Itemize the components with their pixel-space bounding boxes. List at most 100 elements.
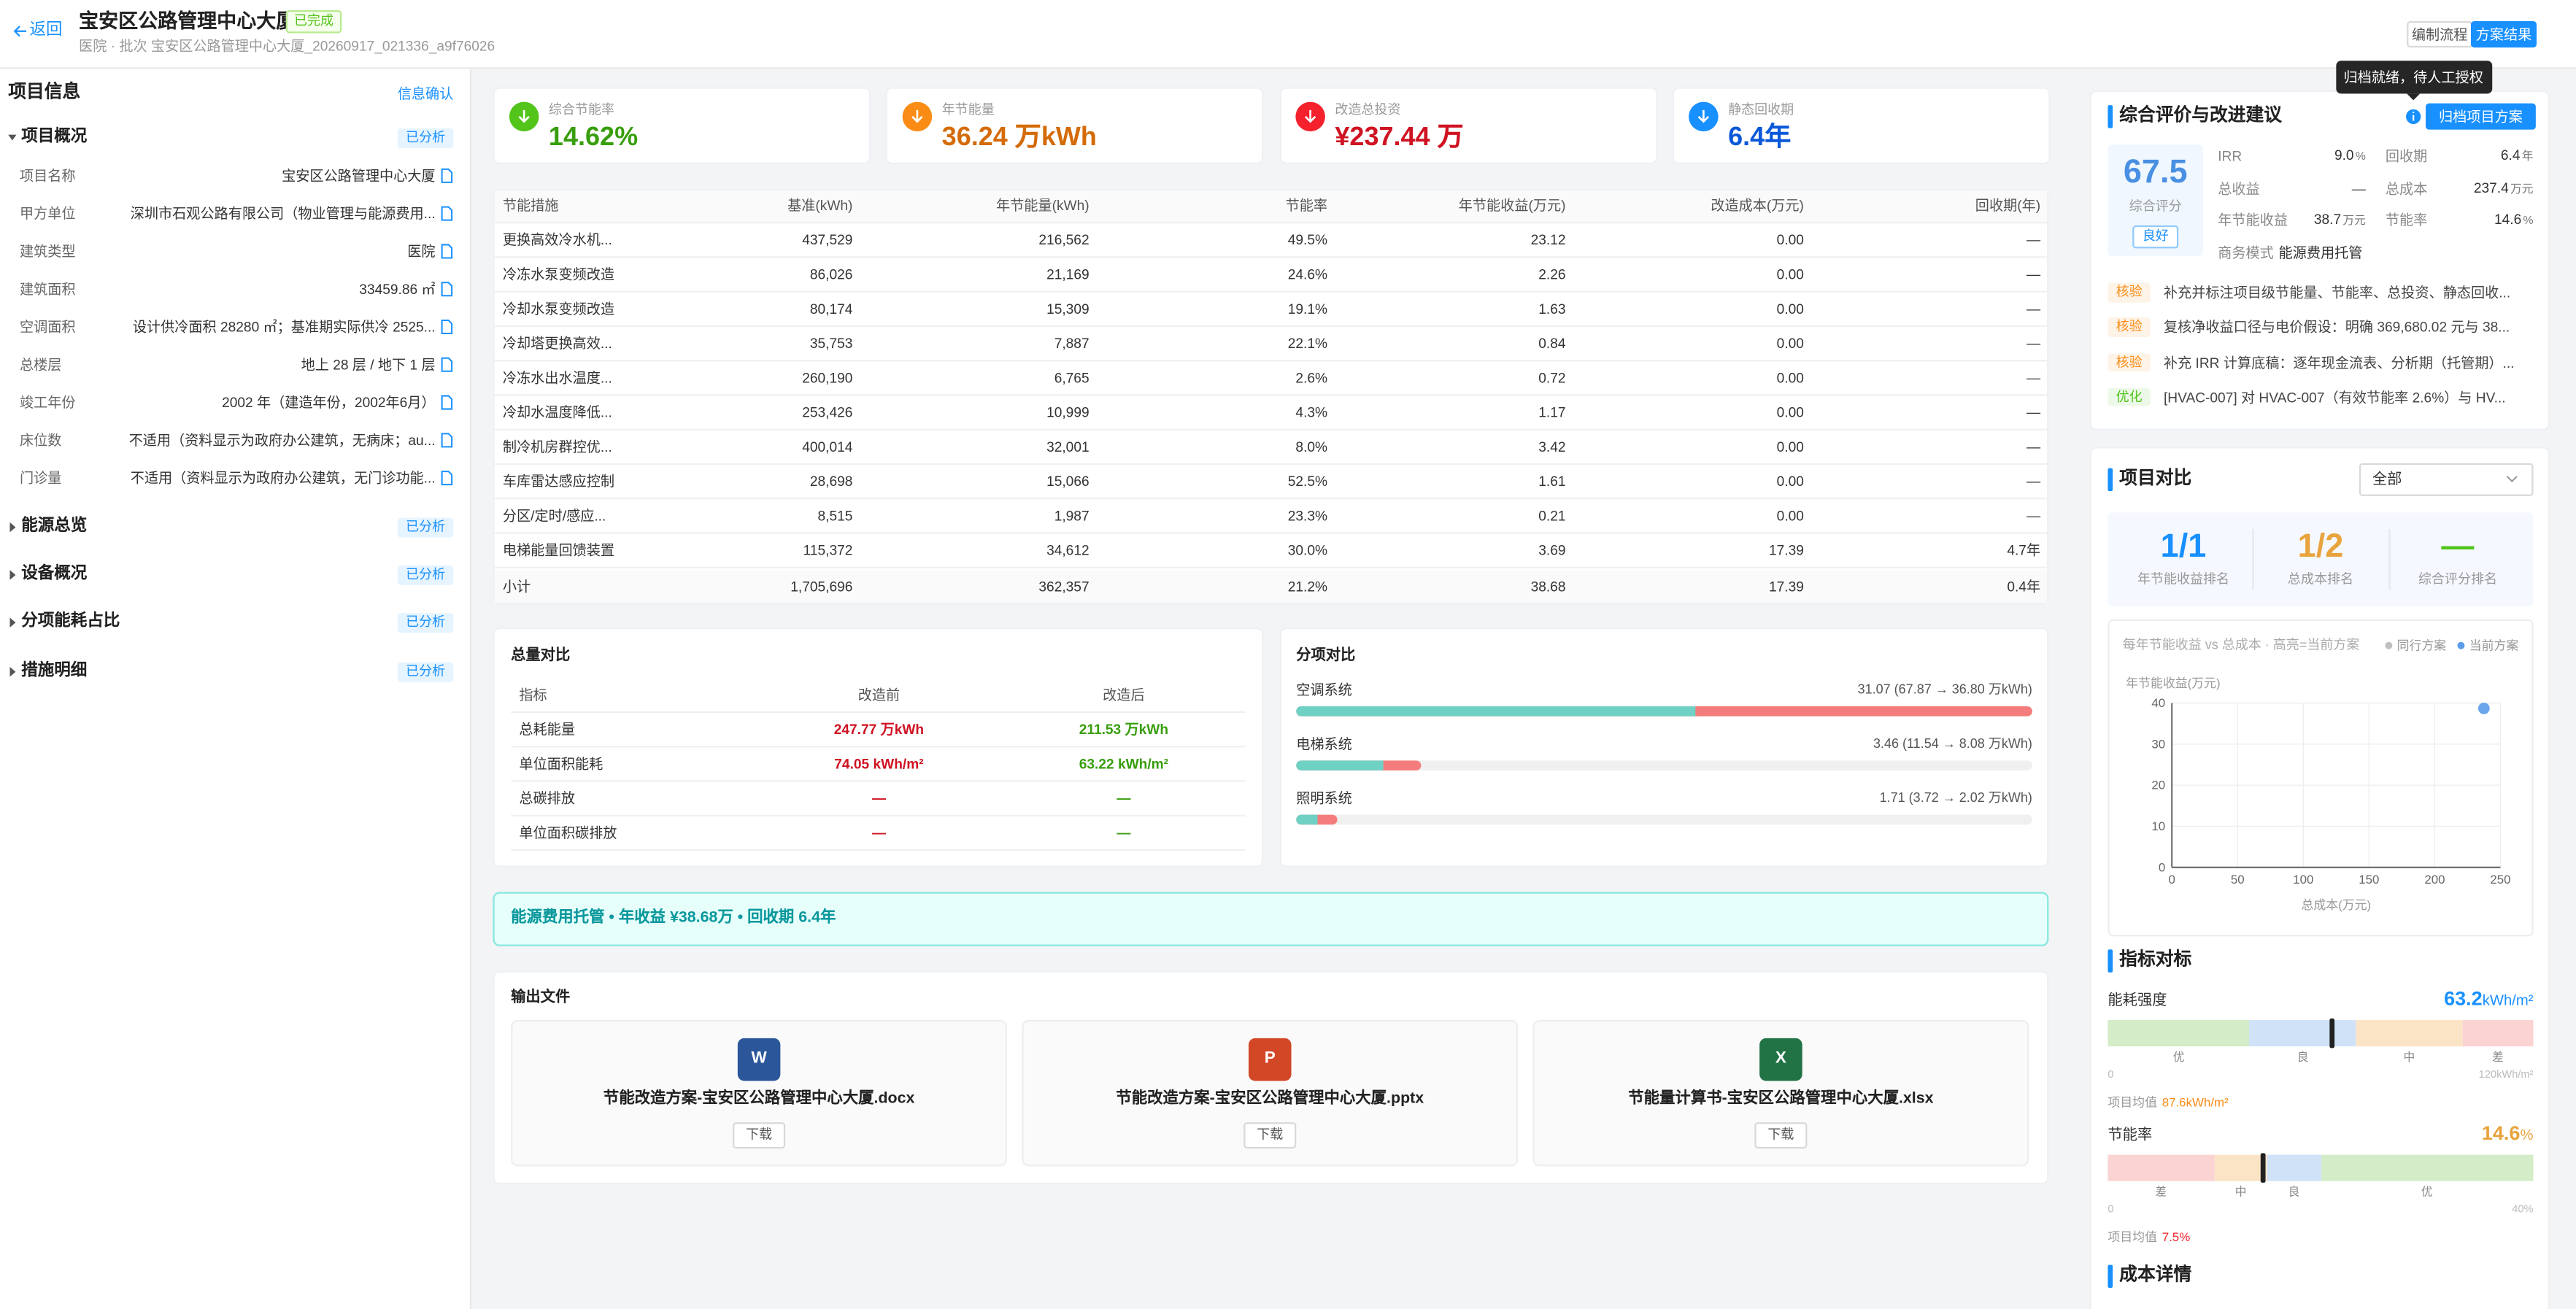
kpi-label: 综合节能率 bbox=[548, 102, 614, 117]
field-value: 医院 bbox=[407, 242, 436, 260]
field-value: 不适用（资料显示为政府办公建筑，无病床；au... bbox=[128, 431, 436, 449]
table-cell: 115,372 bbox=[803, 541, 853, 559]
field-label: 建筑面积 bbox=[20, 280, 76, 298]
metric-value: 237.4 万元 bbox=[2474, 179, 2534, 198]
y-axis-label: 年节能收益(万元) bbox=[2126, 676, 2221, 691]
archive-button[interactable]: 归档项目方案 bbox=[2426, 103, 2536, 131]
metric-label: IRR bbox=[2218, 147, 2243, 164]
file-name: 节能量计算书-宝安区公路管理中心大厦.xlsx bbox=[1628, 1089, 1934, 1108]
table-header: 节能率 bbox=[1285, 196, 1328, 214]
table-cell: 15,309 bbox=[1046, 300, 1090, 317]
table-cell: — bbox=[871, 824, 887, 841]
table-cell: 253,426 bbox=[802, 403, 853, 421]
table-cell: 52.5% bbox=[1287, 473, 1328, 490]
table-cell: 362,357 bbox=[1038, 578, 1090, 595]
rank-label: 综合评分排名 bbox=[2418, 571, 2497, 587]
section-name[interactable]: 项目概况 bbox=[21, 128, 88, 147]
table-cell: 1.61 bbox=[1538, 473, 1566, 490]
item-name: 空调系统 bbox=[1296, 681, 1352, 698]
chart-title: 每年节能收益 vs 总成本 · 高亮=当前方案 bbox=[2122, 637, 2360, 653]
kpi-card bbox=[886, 87, 1264, 165]
row-line bbox=[494, 463, 2048, 466]
table-cell: 28,698 bbox=[809, 473, 853, 490]
metric-label: 节能率 bbox=[2385, 212, 2428, 228]
metric-value: 能源费用托管 bbox=[2278, 244, 2363, 261]
table-cell: 17.39 bbox=[1769, 541, 1804, 559]
table-cell: 0.00 bbox=[1776, 403, 1804, 421]
section-name[interactable]: 措施明细 bbox=[21, 662, 88, 681]
table-cell: 35,753 bbox=[809, 335, 853, 352]
range-max: 120kWh/m² bbox=[2478, 1069, 2534, 1081]
card-title: 成本详情 bbox=[2119, 1265, 2192, 1286]
left-panel bbox=[0, 69, 472, 1309]
bench-band bbox=[2108, 1020, 2250, 1047]
back-link[interactable]: 返回 bbox=[29, 21, 63, 40]
section-name[interactable]: 能源总览 bbox=[21, 517, 88, 536]
table-cell: — bbox=[2026, 266, 2041, 283]
metric-value: 38.7 万元 bbox=[2314, 211, 2366, 230]
card-title: 分项对比 bbox=[1296, 646, 1356, 663]
download-button[interactable]: 下载 bbox=[733, 1122, 786, 1148]
confirm-link[interactable]: 信息确认 bbox=[397, 85, 454, 102]
row-line bbox=[511, 711, 1246, 714]
rank-label: 年节能收益排名 bbox=[2137, 571, 2230, 587]
section-name[interactable]: 设备概况 bbox=[21, 565, 88, 584]
select-value: 全部 bbox=[2372, 471, 2402, 487]
table-header: 回收期(年) bbox=[1975, 196, 2041, 214]
item-label: 31.07 (67.87 → 36.80 万kWh) bbox=[1857, 681, 2032, 698]
table-cell: 冷冻水泵变频改造 bbox=[502, 266, 615, 283]
metric-number: 38.7 bbox=[2313, 210, 2342, 228]
tab[interactable]: 方案结果 bbox=[2470, 21, 2537, 48]
table-cell: 1,987 bbox=[1054, 507, 1090, 524]
field-label: 门诊量 bbox=[20, 469, 62, 487]
row-line bbox=[511, 814, 1246, 816]
row-line bbox=[494, 256, 2048, 258]
grade-tag: 良好 bbox=[2132, 225, 2179, 248]
metric-value: — bbox=[2352, 179, 2366, 196]
table-header: 基准(kWh) bbox=[787, 196, 853, 214]
field-value: 2002 年（建造年份，2002年6月） bbox=[222, 394, 436, 411]
bar-after bbox=[1296, 706, 1696, 717]
row-line bbox=[494, 498, 2048, 500]
status-tag: 已完成 bbox=[285, 9, 342, 33]
table-cell: 49.5% bbox=[1287, 231, 1328, 248]
table-cell: 总碳排放 bbox=[519, 789, 575, 807]
download-button[interactable]: 下载 bbox=[1243, 1122, 1297, 1148]
rank-value: — bbox=[2441, 528, 2475, 565]
download-button[interactable]: 下载 bbox=[1754, 1122, 1808, 1148]
bench-band bbox=[2108, 1154, 2215, 1181]
row-line bbox=[494, 360, 2048, 362]
table-cell: 22.1% bbox=[1287, 335, 1328, 352]
field-value: 地上 28 层 / 地下 1 层 bbox=[301, 356, 436, 373]
item-name: 电梯系统 bbox=[1296, 735, 1352, 752]
range-max: 40% bbox=[2512, 1204, 2534, 1216]
kpi-card bbox=[1279, 87, 1657, 165]
page-subtitle: 医院 · 批次 宝安区公路管理中心大厦_20260917_021336_a9f7… bbox=[79, 37, 495, 55]
table-cell: 冷却水泵变频改造 bbox=[502, 300, 615, 317]
table-cell: 21,169 bbox=[1046, 266, 1090, 283]
metric-unit: 年 bbox=[2521, 151, 2534, 163]
table-cell: 小计 bbox=[502, 578, 531, 595]
tab[interactable]: 编制流程 bbox=[2407, 21, 2473, 48]
section-name[interactable]: 分项能耗占比 bbox=[21, 612, 120, 631]
accent-bar bbox=[2108, 105, 2113, 128]
table-cell: 216,562 bbox=[1038, 231, 1090, 248]
field-label: 甲方单位 bbox=[20, 205, 76, 222]
row-line bbox=[494, 290, 2048, 293]
measures-card bbox=[493, 188, 2049, 605]
table-header: 节能措施 bbox=[502, 196, 559, 214]
rank-label: 总成本排名 bbox=[2287, 571, 2353, 587]
bar-after bbox=[1296, 814, 1319, 825]
section-badge: 已分析 bbox=[397, 565, 454, 585]
table-cell: 30.0% bbox=[1287, 541, 1328, 559]
select-box[interactable] bbox=[2359, 463, 2534, 496]
table-cell: — bbox=[2026, 300, 2041, 317]
banner bbox=[493, 892, 2049, 946]
suggestion-tag: 核验 bbox=[2108, 282, 2151, 302]
bench-number: 14.6 bbox=[2481, 1121, 2521, 1145]
table-cell: 冷冻水出水温度... bbox=[502, 369, 612, 386]
average-value: 7.5 bbox=[2162, 1229, 2180, 1245]
suggestion-text: 补充并标注项目级节能量、节能率、总投资、静态回收... bbox=[2163, 284, 2511, 301]
table-cell: 437,529 bbox=[802, 231, 853, 248]
